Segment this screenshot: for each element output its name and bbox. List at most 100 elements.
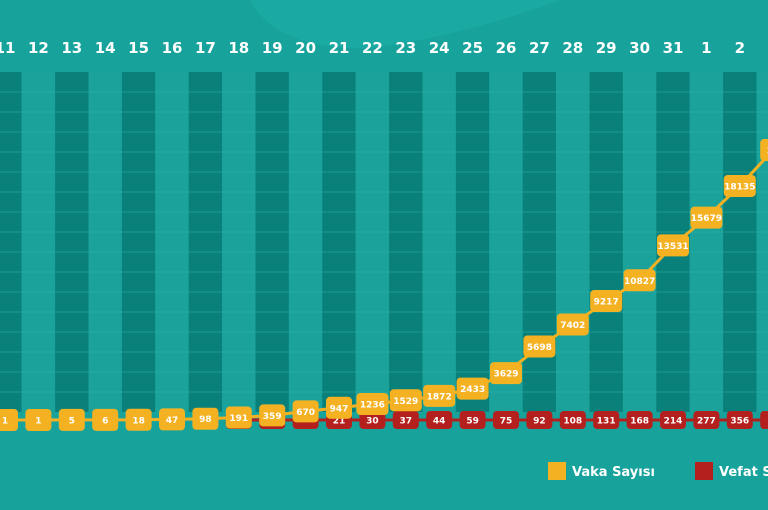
day-label: 2 xyxy=(735,39,745,57)
vaka-value-label: 191 xyxy=(229,414,248,424)
vaka-value-label: 947 xyxy=(330,404,349,414)
vefat-point xyxy=(526,411,553,429)
vefat-value-label: 21 xyxy=(333,417,346,427)
day-label: 21 xyxy=(329,39,350,57)
column-stripe xyxy=(155,72,189,412)
column-stripe xyxy=(222,72,256,412)
day-label: 13 xyxy=(61,39,82,57)
day-label: 27 xyxy=(529,39,550,57)
vaka-value-label: 5698 xyxy=(527,343,552,353)
vaka-point xyxy=(389,389,422,412)
vefat-point xyxy=(559,411,586,429)
vefat-value-label: 92 xyxy=(533,417,546,427)
vaka-point xyxy=(326,396,352,419)
day-label: 11 xyxy=(0,39,15,57)
day-label: 25 xyxy=(462,39,483,57)
day-label: 18 xyxy=(228,39,249,57)
legend-label: Vefat S xyxy=(719,465,768,480)
vefat-point xyxy=(693,411,720,429)
vaka-value-label: 2433 xyxy=(460,385,485,395)
column-stripe xyxy=(723,72,757,412)
column-stripe xyxy=(489,72,523,412)
vaka-point xyxy=(523,335,556,358)
day-label: 15 xyxy=(128,39,149,57)
day-label: 29 xyxy=(596,39,617,57)
vaka-value-label: 1529 xyxy=(393,397,418,407)
column-stripe xyxy=(55,72,89,412)
vefat-point xyxy=(493,411,519,429)
horizontal-gridlines xyxy=(0,91,768,393)
vefat-point xyxy=(459,411,486,429)
vefat-point xyxy=(392,411,419,429)
vaka-point xyxy=(192,407,219,430)
vefat-point xyxy=(660,411,686,429)
vaka-point xyxy=(723,174,756,197)
vaka-point xyxy=(623,269,656,292)
vefat-value-label: 44 xyxy=(433,417,446,427)
vefat-point xyxy=(726,411,753,429)
vaka-value-label: 1 xyxy=(35,416,41,426)
day-label: 19 xyxy=(262,39,283,57)
column-stripe xyxy=(522,72,557,412)
column-stripe xyxy=(322,72,356,412)
column-stripe xyxy=(121,72,156,412)
column-stripe xyxy=(355,72,390,412)
vefat-point xyxy=(359,411,386,429)
day-label: 14 xyxy=(95,39,116,57)
vaka-value-label: 1872 xyxy=(427,392,452,402)
legend-label: Vaka Sayısı xyxy=(572,465,655,480)
column-stripe xyxy=(556,72,590,412)
series-layer: 2130374459759210813116821427735641156184… xyxy=(0,139,768,431)
vaka-value-label: 47 xyxy=(166,416,179,426)
vaka-value-label: 18 xyxy=(132,416,145,426)
day-label: 28 xyxy=(562,39,583,57)
vaka-point xyxy=(456,377,489,400)
vaka-value-label: 5 xyxy=(69,416,75,426)
day-label: 22 xyxy=(362,39,383,57)
column-stripe xyxy=(756,72,768,412)
column-stripe xyxy=(188,72,223,412)
vaka-value-label: 3629 xyxy=(493,370,518,380)
day-label: 16 xyxy=(162,39,183,57)
vaka-value-label: 18135 xyxy=(724,182,755,192)
vaka-point xyxy=(159,408,185,431)
vefat-value-label: 108 xyxy=(563,417,582,427)
vaka-point xyxy=(292,400,319,423)
vaka-point xyxy=(423,384,456,407)
vaka-point xyxy=(657,234,689,257)
vefat-value-label: 131 xyxy=(597,417,616,427)
column-stripes xyxy=(0,72,768,412)
day-label: 17 xyxy=(195,39,216,57)
vaka-point xyxy=(25,408,52,431)
day-label: 26 xyxy=(496,39,517,57)
day-label: 12 xyxy=(28,39,49,57)
vaka-point xyxy=(590,290,623,313)
vaka-point xyxy=(58,408,85,431)
vefat-value-label: 168 xyxy=(630,417,649,427)
vaka-point xyxy=(556,313,589,336)
vaka-value-label: 10827 xyxy=(624,277,655,287)
vaka-value-label: 1236 xyxy=(360,401,385,411)
vaka-value-label: 9217 xyxy=(594,298,619,308)
legend-swatch xyxy=(695,462,713,480)
vaka-point xyxy=(760,139,768,161)
vaka-value-label: 13531 xyxy=(657,242,688,252)
day-labels: 1112131415161718192021222324252627282930… xyxy=(0,39,768,57)
column-stripe xyxy=(622,72,657,412)
vefat-value-label: 277 xyxy=(697,417,716,427)
vefat-value-label: 37 xyxy=(400,417,413,427)
vaka-value-label: 6 xyxy=(102,416,108,426)
vaka-value-label: 1 xyxy=(2,416,8,426)
day-label: 23 xyxy=(395,39,416,57)
vaka-point xyxy=(92,408,119,431)
vaka-point xyxy=(490,362,522,385)
column-stripe xyxy=(288,72,323,412)
vaka-point xyxy=(259,404,286,427)
vefat-point xyxy=(760,411,768,429)
day-label: 20 xyxy=(295,39,316,57)
legend: Vaka Sayısı Vefat S xyxy=(548,462,768,480)
vaka-value-label: 359 xyxy=(263,412,282,422)
vefat-value-label: 356 xyxy=(730,417,749,427)
